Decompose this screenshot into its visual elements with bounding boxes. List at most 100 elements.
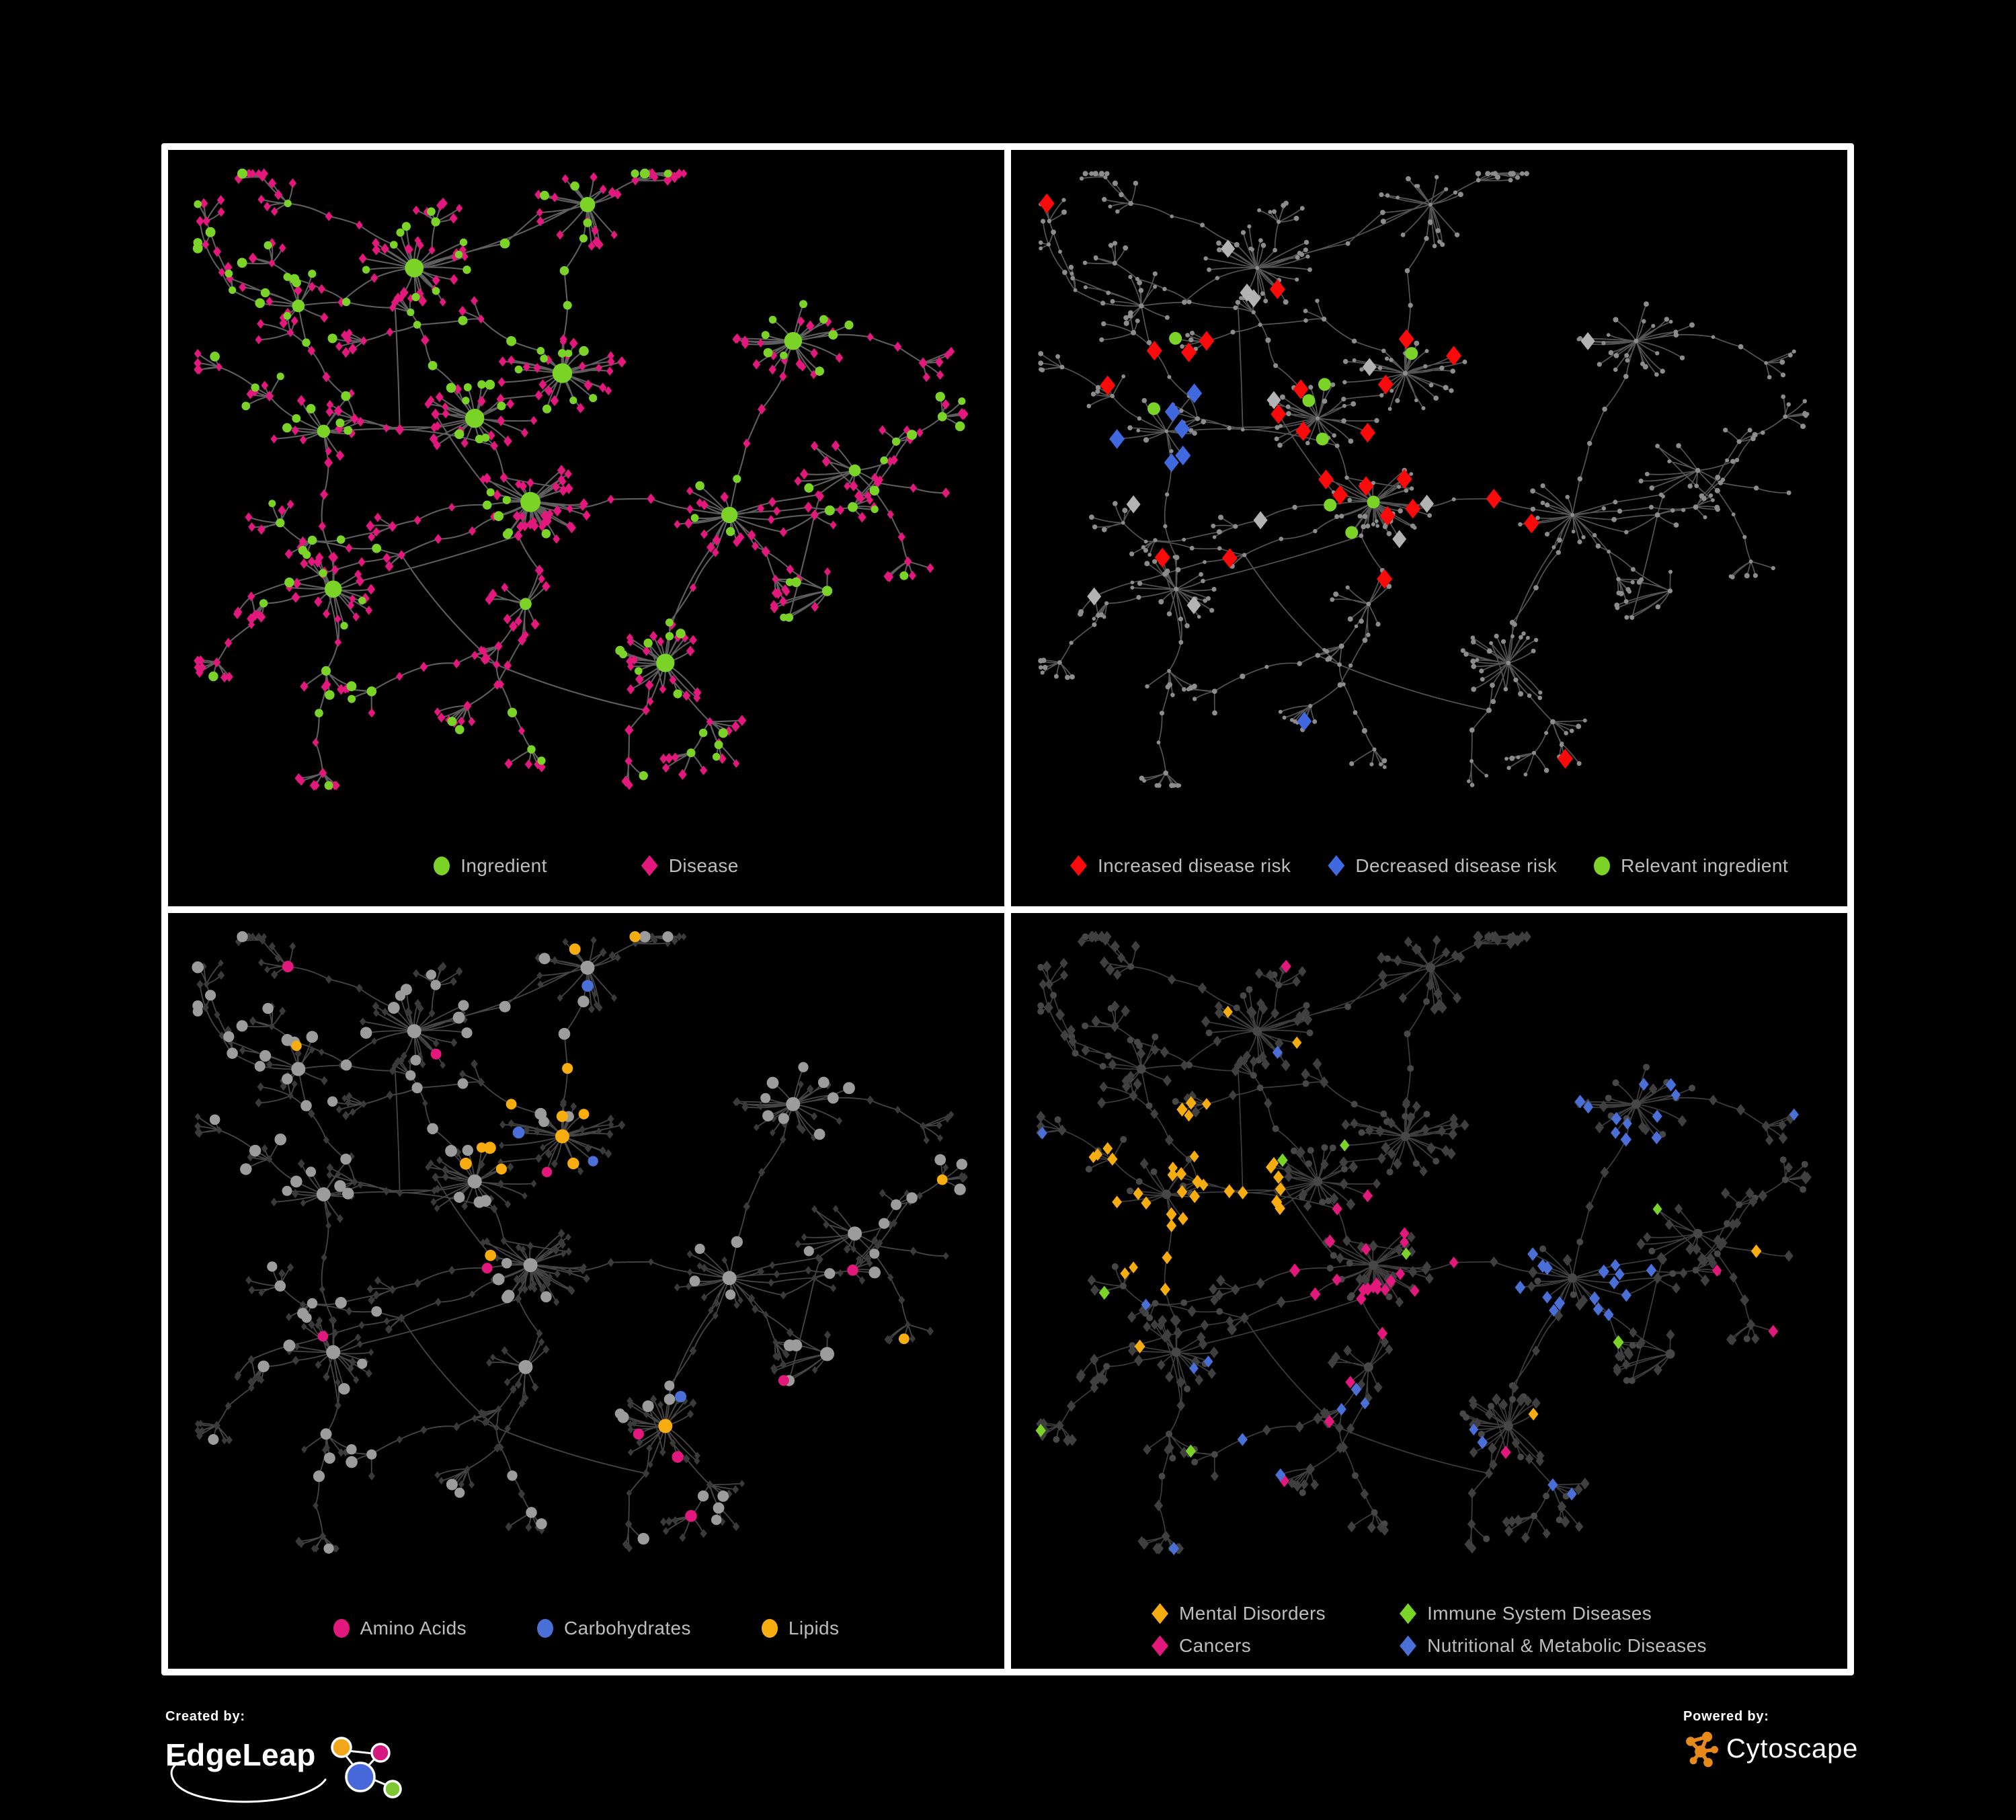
- network-node: [1258, 238, 1263, 243]
- network-node: [495, 1404, 502, 1413]
- network-node: [1748, 559, 1753, 563]
- network-node: [1258, 322, 1262, 327]
- network-node: [1411, 943, 1421, 955]
- network-node: [526, 478, 534, 488]
- network-node: [1395, 1296, 1404, 1308]
- network-node: [340, 330, 349, 340]
- network-node: [292, 578, 302, 590]
- network-node: [284, 578, 294, 588]
- network-node: [1341, 397, 1346, 402]
- network-node: [1263, 299, 1268, 304]
- network-node: [551, 1159, 558, 1168]
- network-node: [920, 1121, 927, 1130]
- network-node: [1605, 1094, 1612, 1101]
- network-node: [552, 363, 573, 383]
- network-node: [497, 377, 506, 387]
- network-node: [864, 491, 872, 500]
- network-node: [1673, 522, 1679, 528]
- network-node: [1305, 440, 1310, 446]
- network-node: [1110, 393, 1115, 399]
- network-node: [267, 1261, 278, 1271]
- network-node: [196, 216, 204, 227]
- network-node: [635, 667, 643, 675]
- network-node: [1454, 232, 1460, 237]
- network-node: [675, 1390, 686, 1402]
- network-node: [380, 243, 389, 254]
- network-node: [237, 931, 248, 942]
- network-node: [1216, 1308, 1223, 1315]
- network-node: [538, 1337, 545, 1346]
- network-node: [1476, 177, 1481, 183]
- network-node: [1038, 665, 1043, 670]
- network-node: [335, 1378, 341, 1386]
- network-node: [1189, 545, 1195, 551]
- network-node: [325, 1222, 331, 1230]
- network-node: [1221, 548, 1238, 568]
- network-node: [706, 717, 714, 727]
- network-node: [649, 631, 658, 641]
- network-node: [1470, 635, 1476, 640]
- network-node: [203, 980, 210, 988]
- network-node: [1467, 779, 1471, 783]
- network-node: [1169, 331, 1182, 345]
- network-node: [1655, 351, 1660, 356]
- network-node: [1577, 476, 1583, 482]
- network-node: [700, 765, 708, 775]
- network-node: [1095, 385, 1101, 391]
- network-node: [1170, 693, 1175, 697]
- network-node: [1659, 1130, 1666, 1138]
- network-node: [297, 1158, 305, 1169]
- network-node: [270, 434, 278, 444]
- network-node: [326, 1345, 341, 1359]
- network-node: [274, 189, 283, 200]
- network-node: [503, 613, 512, 625]
- network-node: [649, 932, 655, 941]
- network-node: [374, 512, 382, 522]
- network-node: [1121, 374, 1126, 379]
- network-node: [1779, 1156, 1787, 1163]
- network-node: [680, 933, 687, 941]
- network-node: [1217, 247, 1222, 253]
- network-node: [1427, 219, 1433, 225]
- network-node: [550, 395, 559, 407]
- network-node: [1059, 957, 1068, 968]
- network-node: [297, 1307, 309, 1319]
- network-node: [1092, 622, 1097, 627]
- network-node: [510, 1384, 517, 1394]
- network-node: [1358, 1129, 1365, 1136]
- network-node: [811, 602, 819, 612]
- network-node: [284, 549, 293, 559]
- legend-diamond-marker: [641, 855, 658, 876]
- network-node: [647, 168, 657, 180]
- network-node: [555, 1129, 569, 1144]
- network-node: [1534, 1277, 1541, 1284]
- network-node: [754, 1123, 760, 1131]
- network-node: [740, 335, 750, 347]
- legend-item: Mental Disorders: [1152, 1603, 1326, 1624]
- network-node: [499, 1000, 511, 1013]
- network-node: [1237, 1432, 1248, 1446]
- network-node: [1055, 354, 1061, 359]
- network-node: [1714, 504, 1720, 510]
- network-node: [685, 1282, 692, 1290]
- network-node: [1110, 299, 1115, 304]
- network-node: [450, 1037, 458, 1047]
- network-node: [1141, 1298, 1151, 1310]
- network-node: [1622, 1359, 1631, 1370]
- network-node: [517, 1285, 524, 1294]
- network-node: [1062, 270, 1067, 275]
- network-node: [1408, 303, 1413, 308]
- network-node: [1275, 425, 1280, 430]
- network-node: [1175, 567, 1181, 573]
- network-node: [676, 932, 683, 941]
- network-node: [519, 481, 527, 491]
- network-node: [518, 726, 525, 736]
- network-node: [752, 541, 759, 551]
- network-node: [350, 1107, 356, 1116]
- network-node: [451, 253, 458, 262]
- network-node: [1129, 551, 1135, 557]
- network-node: [236, 1019, 248, 1031]
- network-node: [1615, 1267, 1625, 1280]
- network-node: [1221, 239, 1236, 258]
- network-node: [1173, 1327, 1183, 1339]
